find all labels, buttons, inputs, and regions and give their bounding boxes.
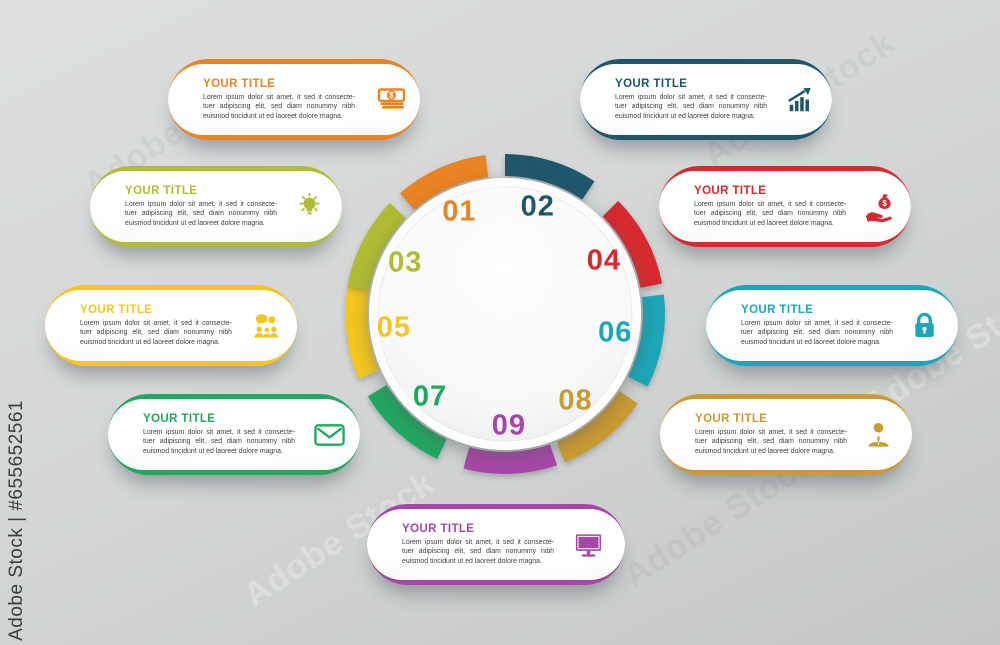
segment-number-04: 04 <box>586 244 622 277</box>
segment-arc-03 <box>347 202 406 291</box>
segment-number-02: 02 <box>520 190 555 223</box>
info-card-09: YOUR TITLE Lorem ipsum dolor sit amet, i… <box>367 504 625 585</box>
segment-arc-04 <box>602 200 663 288</box>
info-card-04: YOUR TITLE Lorem ipsum dolor sit amet, i… <box>659 166 911 247</box>
watermark-stock-id: Adobe Stock | #655652561 <box>6 400 27 641</box>
card-title: YOUR TITLE <box>615 77 688 90</box>
segment-number-06: 06 <box>598 316 633 349</box>
card-body: Lorem ipsum dolor sit amet, it sed it co… <box>694 200 846 227</box>
card-title: YOUR TITLE <box>695 412 768 425</box>
diagram-segments <box>345 154 666 474</box>
lock-icon <box>911 311 938 340</box>
info-card-05: YOUR TITLE Lorem ipsum dolor sit amet, i… <box>45 285 297 366</box>
segment-arc-09 <box>463 444 558 474</box>
info-card-07: YOUR TITLE Lorem ipsum dolor sit amet, i… <box>108 394 360 475</box>
svg-text:$: $ <box>389 91 394 100</box>
svg-text:$: $ <box>882 199 887 208</box>
info-card-02: YOUR TITLE Lorem ipsum dolor sit amet, i… <box>580 59 832 140</box>
circular-diagram: 01 02 04 06 08 09 07 05 03 <box>335 144 675 484</box>
segment-number-03: 03 <box>388 246 423 279</box>
card-title: YOUR TITLE <box>143 412 216 425</box>
card-title: YOUR TITLE <box>80 303 153 316</box>
card-body: Lorem ipsum dolor sit amet, it sed it co… <box>615 93 767 120</box>
money-bills-icon: $ <box>373 87 407 113</box>
people-discussion-icon <box>250 312 281 340</box>
card-title: YOUR TITLE <box>402 522 475 535</box>
segment-arc-05 <box>345 286 380 380</box>
card-title: YOUR TITLE <box>694 184 767 197</box>
growth-chart-icon <box>785 86 815 114</box>
monitor-icon <box>572 531 605 559</box>
card-body: Lorem ipsum dolor sit amet, it sed it co… <box>125 200 277 227</box>
card-body: Lorem ipsum dolor sit amet, it sed it co… <box>695 428 847 455</box>
info-card-08: YOUR TITLE Lorem ipsum dolor sit amet, i… <box>660 394 912 475</box>
diagram-ring-svg <box>345 154 666 474</box>
businessman-icon <box>865 421 892 449</box>
info-card-03: YOUR TITLE Lorem ipsum dolor sit amet, i… <box>90 166 342 247</box>
card-body: Lorem ipsum dolor sit amet, it sed it co… <box>80 319 232 346</box>
info-card-01: YOUR TITLE Lorem ipsum dolor sit amet, i… <box>168 59 420 140</box>
envelope-icon <box>313 422 346 448</box>
card-body: Lorem ipsum dolor sit amet, it sed it co… <box>203 93 355 120</box>
diagram-inner-disc <box>377 186 633 442</box>
segment-number-09: 09 <box>491 409 527 442</box>
segment-number-07: 07 <box>412 380 448 413</box>
segment-number-05: 05 <box>376 311 411 344</box>
segment-number-01: 01 <box>442 195 477 228</box>
card-title: YOUR TITLE <box>125 184 198 197</box>
segment-arc-07 <box>367 384 447 459</box>
segment-number-08: 08 <box>558 384 593 417</box>
card-title: YOUR TITLE <box>741 303 814 316</box>
segment-arc-01 <box>399 155 489 210</box>
segment-arc-02 <box>504 154 595 200</box>
segment-arc-06 <box>627 294 666 387</box>
card-body: Lorem ipsum dolor sit amet, it sed it co… <box>143 428 295 455</box>
lightbulb-icon <box>295 192 324 221</box>
card-body: Lorem ipsum dolor sit amet, it sed it co… <box>402 538 554 565</box>
info-card-06: YOUR TITLE Lorem ipsum dolor sit amet, i… <box>706 285 958 366</box>
money-bag-hand-icon: $ <box>864 192 895 222</box>
card-title: YOUR TITLE <box>203 77 276 90</box>
segment-arc-08 <box>556 390 638 463</box>
card-body: Lorem ipsum dolor sit amet, it sed it co… <box>741 319 893 346</box>
